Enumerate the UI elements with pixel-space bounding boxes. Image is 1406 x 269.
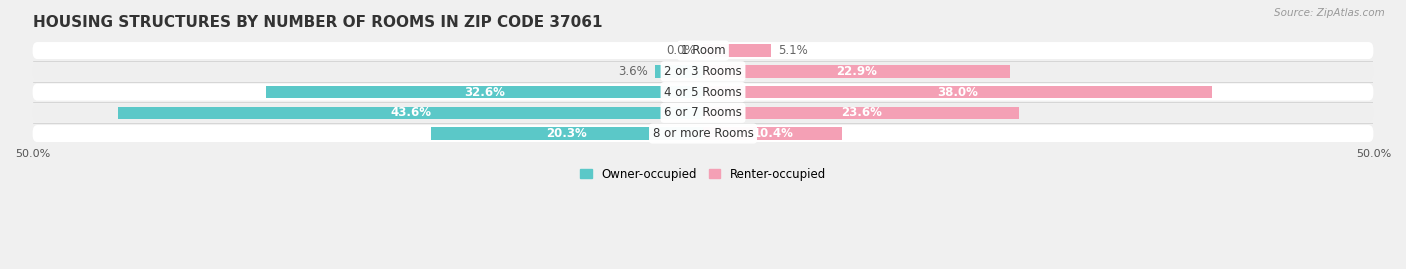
Bar (266, 86, 703, 98)
Text: 3.6%: 3.6% (619, 65, 648, 78)
Bar (703, 44, 772, 57)
Legend: Owner-occupied, Renter-occupied: Owner-occupied, Renter-occupied (575, 163, 831, 185)
Bar (430, 127, 703, 140)
Bar (703, 127, 842, 140)
Text: 1 Room: 1 Room (681, 44, 725, 57)
Text: 0.0%: 0.0% (666, 44, 696, 57)
Bar (703, 107, 1019, 119)
Bar (118, 107, 703, 119)
Text: 10.4%: 10.4% (752, 127, 793, 140)
Text: 43.6%: 43.6% (391, 106, 432, 119)
FancyBboxPatch shape (32, 84, 1374, 101)
FancyBboxPatch shape (32, 104, 1374, 121)
Text: 20.3%: 20.3% (547, 127, 588, 140)
Bar (703, 86, 1212, 98)
Text: 2 or 3 Rooms: 2 or 3 Rooms (664, 65, 742, 78)
Text: 5.1%: 5.1% (778, 44, 808, 57)
Text: 23.6%: 23.6% (841, 106, 882, 119)
Text: 38.0%: 38.0% (938, 86, 979, 98)
Text: 6 or 7 Rooms: 6 or 7 Rooms (664, 106, 742, 119)
Text: HOUSING STRUCTURES BY NUMBER OF ROOMS IN ZIP CODE 37061: HOUSING STRUCTURES BY NUMBER OF ROOMS IN… (32, 15, 602, 30)
Text: 22.9%: 22.9% (837, 65, 877, 78)
Text: 4 or 5 Rooms: 4 or 5 Rooms (664, 86, 742, 98)
Bar (655, 65, 703, 77)
Text: Source: ZipAtlas.com: Source: ZipAtlas.com (1274, 8, 1385, 18)
FancyBboxPatch shape (32, 125, 1374, 142)
Text: 32.6%: 32.6% (464, 86, 505, 98)
FancyBboxPatch shape (32, 63, 1374, 80)
Text: 8 or more Rooms: 8 or more Rooms (652, 127, 754, 140)
FancyBboxPatch shape (32, 42, 1374, 59)
Bar (703, 65, 1010, 77)
